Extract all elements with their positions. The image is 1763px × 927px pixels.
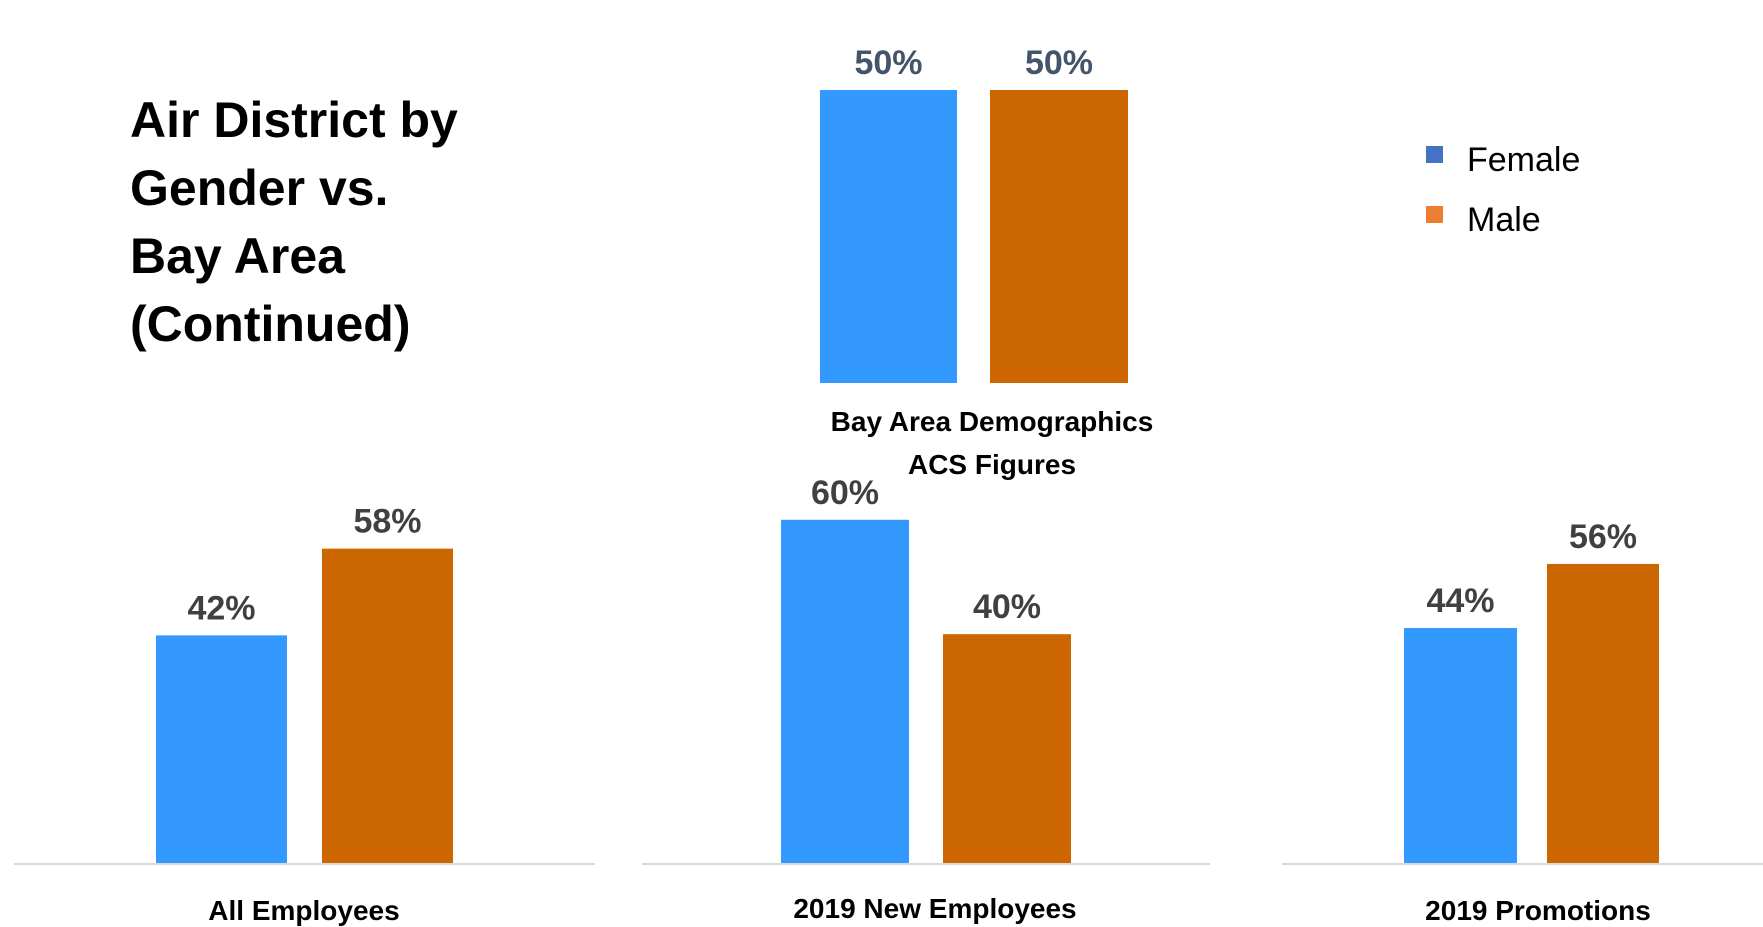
category-label: Bay Area Demographics bbox=[831, 406, 1154, 437]
legend-swatch-male bbox=[1426, 205, 1443, 223]
title-line: Air District by bbox=[130, 92, 458, 148]
category-label: ACS Figures bbox=[908, 449, 1076, 480]
bar-male bbox=[322, 548, 453, 863]
data-label-male: 50% bbox=[1025, 44, 1093, 82]
title-line: Gender vs. bbox=[130, 160, 389, 216]
category-label: 2019 Promotions bbox=[1425, 895, 1651, 926]
legend-swatch-female bbox=[1426, 145, 1443, 163]
bar-female bbox=[1404, 628, 1517, 863]
data-label-male: 40% bbox=[973, 588, 1041, 626]
bar-female bbox=[156, 635, 287, 863]
bar-male bbox=[1547, 563, 1659, 863]
legend: Female Male bbox=[1426, 130, 1580, 250]
category-label: 2019 New Employees bbox=[793, 893, 1076, 924]
data-label-female: 42% bbox=[187, 589, 255, 627]
data-label-male: 56% bbox=[1569, 518, 1637, 556]
data-label-male: 58% bbox=[353, 503, 421, 541]
bar-male bbox=[990, 90, 1128, 383]
title-line: Bay Area bbox=[130, 228, 345, 284]
data-label-female: 44% bbox=[1426, 582, 1494, 620]
category-label: All Employees bbox=[208, 895, 399, 926]
bar-male bbox=[943, 634, 1071, 863]
legend-item-male: Male bbox=[1426, 190, 1580, 250]
legend-label-female: Female bbox=[1467, 140, 1581, 179]
data-label-female: 60% bbox=[811, 474, 879, 512]
bar-female bbox=[820, 90, 957, 383]
page-title: Air District by Gender vs. Bay Area (Con… bbox=[130, 86, 550, 358]
legend-label-male: Male bbox=[1467, 200, 1541, 239]
title-line: (Continued) bbox=[130, 296, 411, 352]
legend-item-female: Female bbox=[1426, 130, 1580, 190]
data-label-female: 50% bbox=[854, 44, 922, 82]
bar-female bbox=[781, 519, 909, 863]
